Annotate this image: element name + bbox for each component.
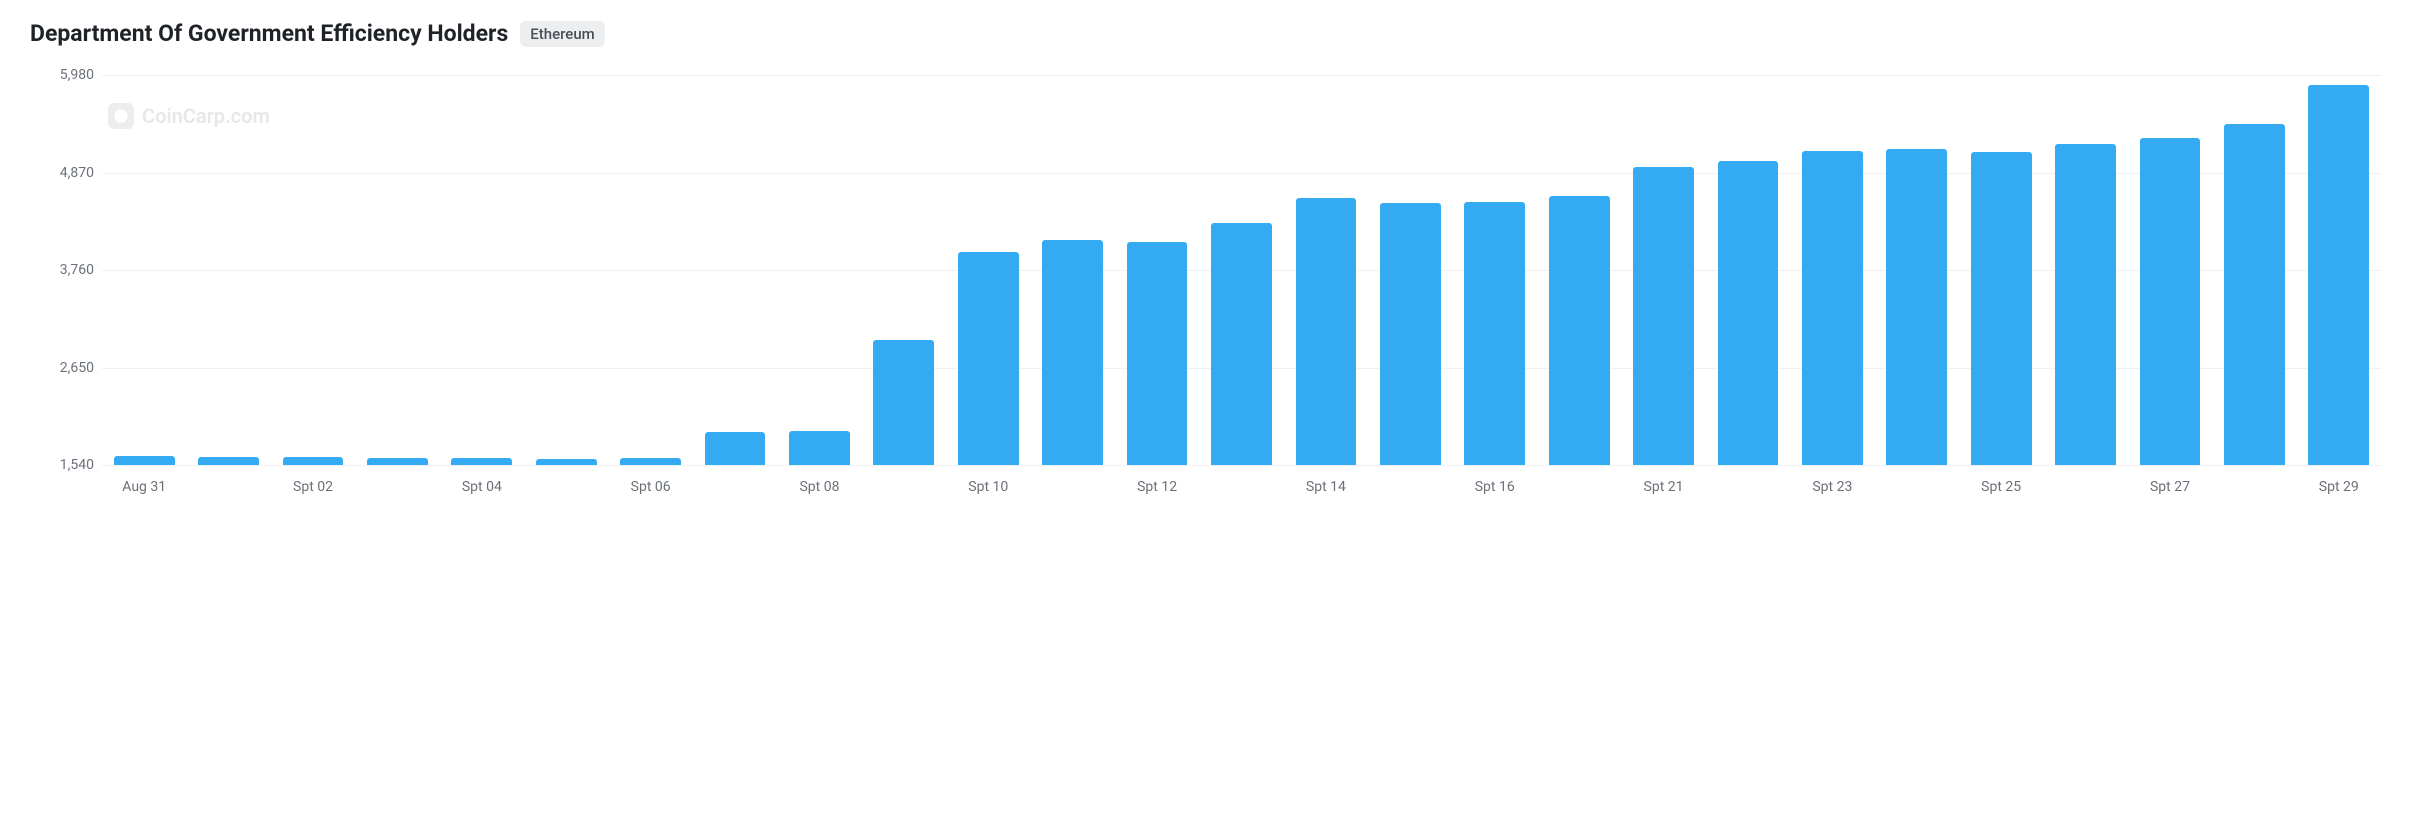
network-badge[interactable]: Ethereum xyxy=(520,21,604,47)
bar[interactable] xyxy=(1718,161,1779,465)
bar[interactable] xyxy=(789,431,850,465)
bar[interactable] xyxy=(1802,151,1863,465)
bar[interactable] xyxy=(1886,149,1947,465)
x-tick-label: Spt 16 xyxy=(1475,479,1515,495)
x-tick-label: Spt 23 xyxy=(1812,479,1852,495)
holders-bar-chart: CoinCarp.com 1,5402,6503,7604,8705,980 A… xyxy=(30,75,2391,495)
x-tick-label: Spt 14 xyxy=(1306,479,1346,495)
bar[interactable] xyxy=(198,457,259,465)
x-tick-label: Spt 27 xyxy=(2150,479,2190,495)
bar[interactable] xyxy=(1211,223,1272,465)
bar[interactable] xyxy=(451,458,512,465)
y-tick-label: 1,540 xyxy=(30,457,94,473)
bar[interactable] xyxy=(283,457,344,465)
bars-container xyxy=(102,75,2381,465)
gridline xyxy=(102,465,2381,466)
chart-title: Department Of Government Efficiency Hold… xyxy=(30,20,508,47)
x-tick-label: Aug 31 xyxy=(122,479,166,495)
x-axis-ticks: Aug 31 Spt 02 Spt 04 Spt 06 Spt 08 Spt 10 Spt … xyxy=(102,469,2381,495)
bar[interactable] xyxy=(1464,202,1525,466)
bar[interactable] xyxy=(958,252,1019,465)
bar[interactable] xyxy=(2224,124,2285,465)
bar[interactable] xyxy=(114,456,175,465)
x-tick-label: Spt 06 xyxy=(631,479,671,495)
bar[interactable] xyxy=(1971,152,2032,465)
x-tick-label: Spt 12 xyxy=(1137,479,1177,495)
bar[interactable] xyxy=(1380,203,1441,465)
x-tick-label: Spt 21 xyxy=(1644,479,1684,495)
bar[interactable] xyxy=(620,458,681,465)
y-tick-label: 2,650 xyxy=(30,360,94,376)
x-tick-label: Spt 04 xyxy=(462,479,502,495)
bar[interactable] xyxy=(1042,240,1103,465)
bar[interactable] xyxy=(705,432,766,465)
plot-area xyxy=(102,75,2381,465)
bar[interactable] xyxy=(1633,167,1694,465)
bar[interactable] xyxy=(1296,198,1357,465)
x-tick-label: Spt 02 xyxy=(293,479,333,495)
bar[interactable] xyxy=(2140,138,2201,465)
bar[interactable] xyxy=(873,340,934,465)
bar[interactable] xyxy=(536,459,597,465)
bar[interactable] xyxy=(2055,144,2116,465)
bar[interactable] xyxy=(1127,242,1188,465)
y-tick-label: 5,980 xyxy=(30,67,94,83)
bar[interactable] xyxy=(367,458,428,465)
y-tick-label: 3,760 xyxy=(30,262,94,278)
x-tick-label: Spt 25 xyxy=(1981,479,2021,495)
chart-header: Department Of Government Efficiency Hold… xyxy=(30,20,2391,47)
y-tick-label: 4,870 xyxy=(30,165,94,181)
bar[interactable] xyxy=(1549,196,1610,465)
x-tick-label: Spt 08 xyxy=(799,479,839,495)
x-tick-label: Spt 29 xyxy=(2319,479,2359,495)
x-tick-label: Spt 10 xyxy=(968,479,1008,495)
bar[interactable] xyxy=(2308,85,2369,465)
